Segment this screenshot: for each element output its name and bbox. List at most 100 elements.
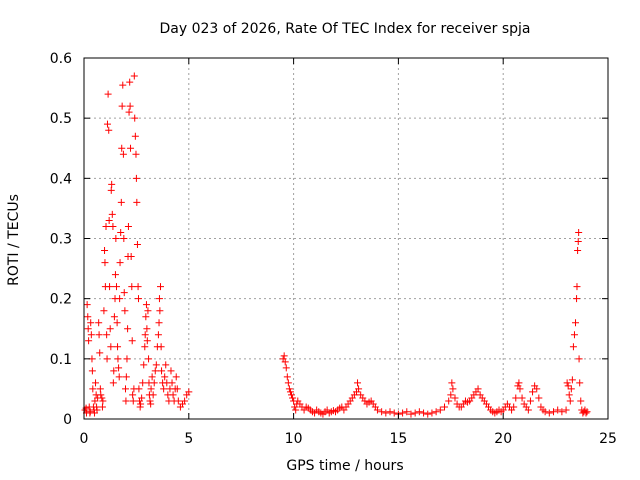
data-point bbox=[119, 81, 127, 89]
data-point bbox=[109, 379, 117, 387]
data-point bbox=[126, 78, 134, 86]
y-tick-label: 0.2 bbox=[50, 292, 72, 308]
data-point bbox=[420, 409, 428, 417]
data-point bbox=[558, 408, 566, 416]
data-point bbox=[355, 385, 363, 393]
gridlines bbox=[84, 58, 608, 419]
data-point bbox=[105, 216, 113, 224]
data-point bbox=[448, 379, 456, 387]
data-point bbox=[535, 394, 543, 402]
data-point bbox=[280, 352, 288, 360]
data-point bbox=[286, 388, 294, 396]
data-point bbox=[569, 343, 577, 351]
data-point bbox=[119, 150, 127, 158]
data-point bbox=[518, 394, 526, 402]
data-point bbox=[102, 222, 110, 230]
data-point bbox=[134, 283, 142, 291]
data-point bbox=[86, 408, 94, 416]
data-point bbox=[124, 325, 132, 333]
data-point bbox=[565, 391, 573, 399]
data-point bbox=[574, 247, 582, 255]
data-point bbox=[283, 373, 291, 381]
data-point bbox=[574, 238, 582, 246]
data-point bbox=[140, 361, 148, 369]
x-tick-label: 25 bbox=[599, 431, 617, 447]
data-point bbox=[113, 319, 121, 327]
data-point bbox=[411, 409, 419, 417]
data-point bbox=[373, 406, 381, 414]
data-point bbox=[570, 331, 578, 339]
data-point bbox=[386, 408, 394, 416]
x-tick-label: 15 bbox=[389, 431, 407, 447]
data-point bbox=[510, 403, 518, 411]
data-point bbox=[181, 397, 189, 405]
data-point bbox=[157, 343, 165, 351]
data-point bbox=[533, 385, 541, 393]
data-point bbox=[541, 408, 549, 416]
data-point bbox=[105, 126, 113, 134]
data-point bbox=[95, 331, 103, 339]
data-point bbox=[568, 376, 576, 384]
data-point bbox=[173, 385, 181, 393]
axis-ticks bbox=[83, 57, 609, 420]
data-point bbox=[354, 379, 362, 387]
data-point bbox=[106, 325, 114, 333]
data-point bbox=[168, 379, 176, 387]
data-point bbox=[87, 319, 95, 327]
data-point bbox=[428, 409, 436, 417]
data-point bbox=[145, 355, 153, 363]
x-tick-labels: 0 5 10 15 20 25 bbox=[80, 431, 617, 447]
data-point bbox=[101, 247, 109, 255]
data-point bbox=[96, 385, 104, 393]
data-point bbox=[292, 406, 300, 414]
data-point bbox=[577, 397, 585, 405]
data-point bbox=[129, 397, 137, 405]
data-point bbox=[109, 222, 117, 230]
y-tick-label: 0.6 bbox=[50, 51, 72, 67]
data-point bbox=[116, 259, 124, 267]
data-point bbox=[103, 331, 111, 339]
data-point bbox=[112, 235, 120, 242]
y-tick-label: 0.1 bbox=[50, 352, 72, 368]
data-point bbox=[142, 313, 150, 321]
data-point bbox=[108, 210, 116, 218]
data-point bbox=[564, 382, 572, 390]
data-point bbox=[117, 228, 125, 236]
data-point bbox=[118, 144, 126, 152]
data-point bbox=[162, 361, 170, 369]
data-point bbox=[583, 408, 591, 416]
data-point bbox=[112, 283, 120, 291]
data-point bbox=[147, 400, 155, 408]
data-point bbox=[152, 361, 160, 369]
data-point bbox=[124, 222, 132, 230]
data-point bbox=[432, 408, 440, 416]
data-point bbox=[524, 406, 532, 414]
data-point bbox=[125, 108, 133, 116]
data-point bbox=[100, 307, 108, 315]
data-point bbox=[129, 391, 137, 399]
data-point bbox=[563, 379, 571, 387]
data-point bbox=[131, 132, 139, 140]
data-point bbox=[92, 379, 100, 387]
data-point bbox=[158, 367, 166, 375]
data-point bbox=[155, 295, 163, 303]
data-point bbox=[117, 198, 125, 206]
data-point bbox=[185, 388, 193, 396]
data-point bbox=[567, 385, 575, 393]
data-point bbox=[103, 120, 111, 128]
data-point bbox=[150, 379, 158, 387]
data-point bbox=[545, 409, 553, 417]
data-point bbox=[447, 391, 455, 399]
data-point bbox=[576, 379, 584, 387]
data-point bbox=[131, 114, 139, 122]
data-point bbox=[95, 319, 103, 327]
data-point bbox=[108, 180, 116, 188]
data-point bbox=[133, 241, 141, 249]
data-point bbox=[128, 283, 136, 291]
data-point bbox=[110, 313, 118, 321]
data-point bbox=[575, 228, 583, 236]
data-point bbox=[93, 406, 101, 414]
data-point bbox=[151, 367, 159, 375]
data-point bbox=[146, 397, 154, 405]
